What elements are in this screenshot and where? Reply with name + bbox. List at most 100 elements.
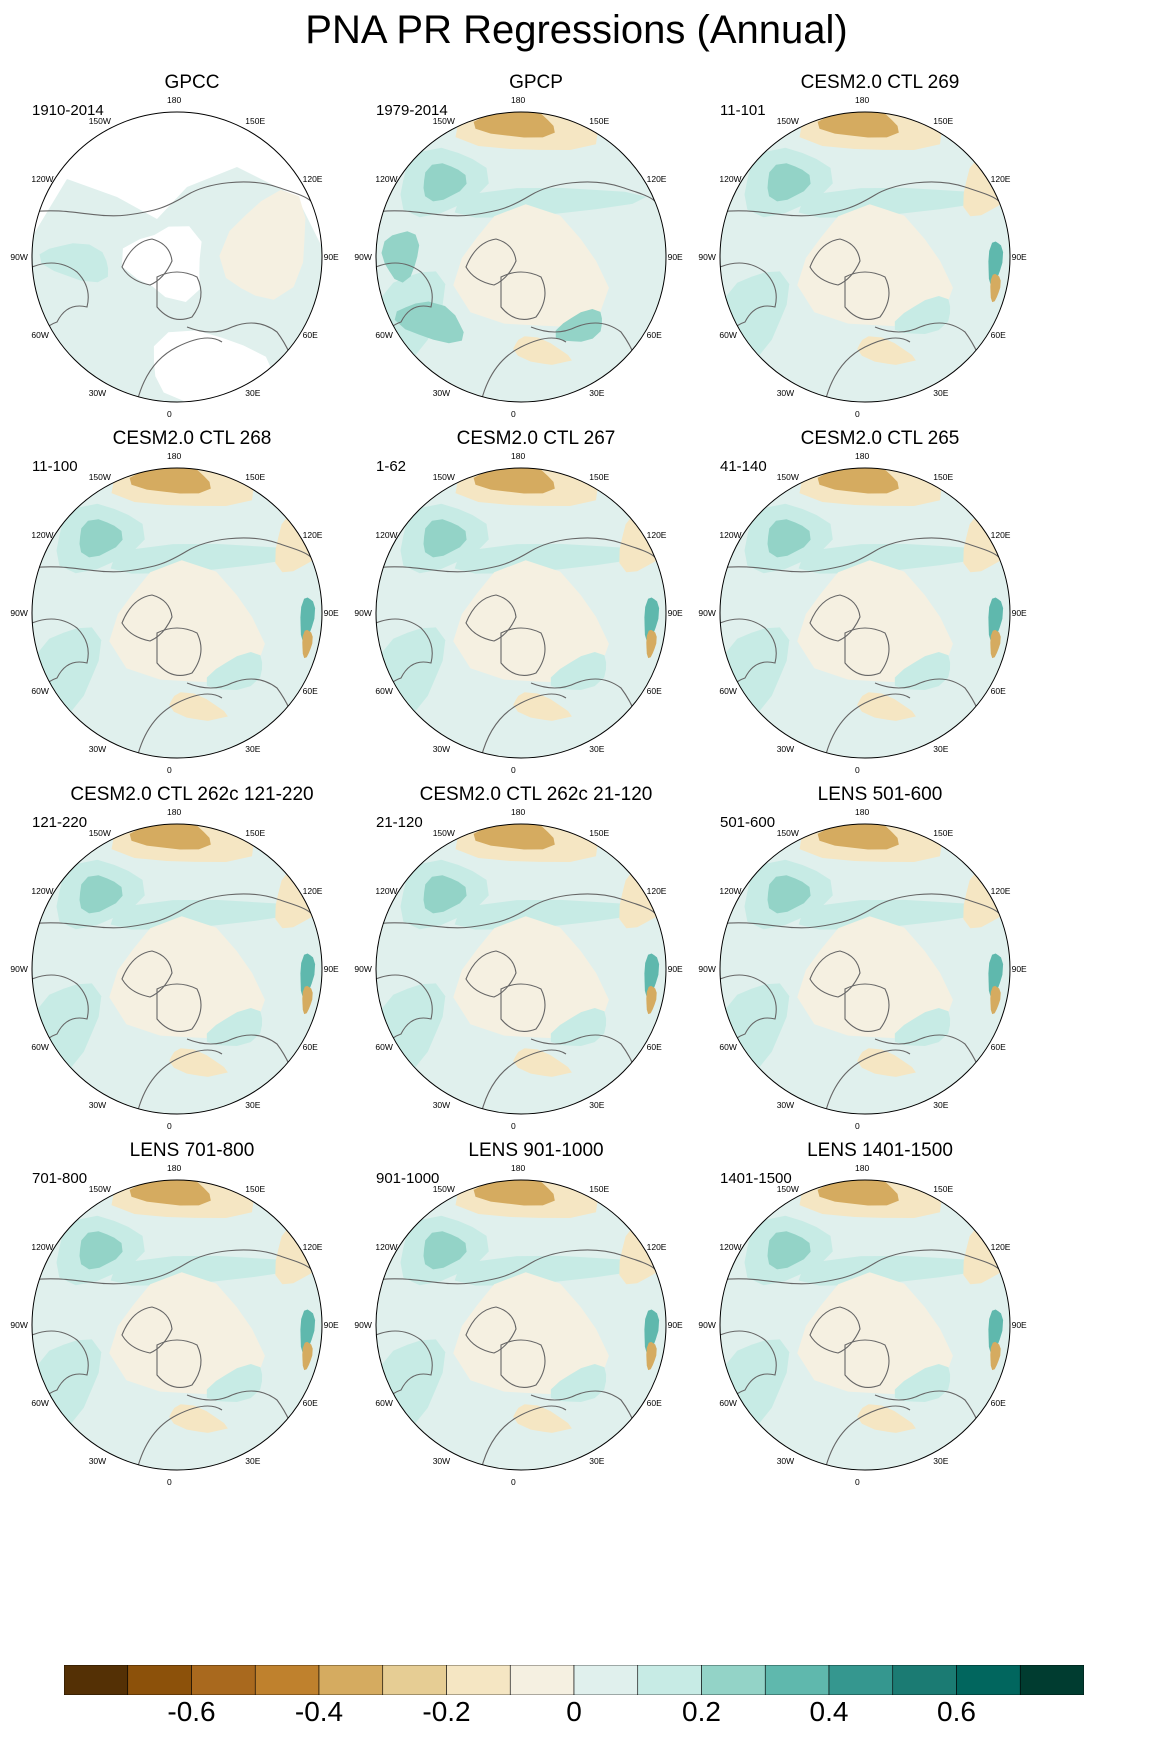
field-patch: [110, 1255, 303, 1286]
panel-period: 1-62: [376, 458, 407, 475]
figure-title: PNA PR Regressions (Annual): [305, 8, 848, 52]
field-patch: [844, 352, 983, 399]
field-patch: [646, 1341, 657, 1371]
field-patch: [990, 629, 1001, 659]
longitude-label: 30W: [88, 387, 107, 398]
map-panel: CESM2.0 CTL 267 180 150E 120E 90E 60E 30E 0 30W 6…: [344, 428, 728, 823]
field-patch: [817, 112, 899, 138]
longitude-label: 90E: [667, 1320, 683, 1330]
colorbar-bin: [509, 1665, 575, 1695]
field-patch: [454, 543, 647, 574]
map-panels: GPCC 180 150E 120E 90E 60E 30E 0 30W 60W 90W 120W 15…: [10, 72, 1072, 1487]
longitude-label: 90E: [667, 608, 683, 618]
field-patch: [302, 985, 313, 1015]
field-patch: [646, 985, 657, 1015]
field-patch: [767, 1231, 811, 1270]
map-border: [31, 1179, 323, 1471]
field-patch: [894, 1008, 951, 1046]
longitude-label: 30E: [589, 1455, 605, 1466]
map-panel: CESM2.0 CTL 269 180 150E 120E 90E 60E 30E 0 30W 6…: [688, 72, 1072, 467]
field-patch: [894, 296, 951, 334]
colorbar-tick-label: -0.6: [167, 1696, 216, 1727]
longitude-label: 30W: [776, 743, 795, 754]
panel-period: 1979-2014: [376, 102, 448, 119]
longitude-label: 150W: [88, 472, 111, 483]
panel-period: 701-800: [32, 1170, 88, 1187]
longitude-label: 30W: [432, 1455, 451, 1466]
longitude-label: 90E: [667, 252, 683, 262]
longitude-label: 60W: [375, 1398, 393, 1409]
longitude-label: 30W: [432, 743, 451, 754]
longitude-label: 90W: [354, 1320, 372, 1330]
colorbar-bin: [318, 1665, 384, 1695]
longitude-label: 120E: [990, 885, 1011, 896]
colorbar-bin: [127, 1665, 192, 1695]
colorbar-tick-label: 0.2: [682, 1696, 721, 1727]
longitude-label: 60W: [31, 330, 49, 341]
field-patch: [423, 519, 467, 558]
longitude-label: 150E: [589, 828, 610, 839]
longitude-label: 90W: [354, 608, 372, 618]
colorbar-bin: [828, 1665, 894, 1695]
longitude-label: 0: [511, 408, 516, 419]
longitude-label: 30W: [88, 1099, 107, 1110]
longitude-label: 90E: [1011, 964, 1027, 974]
panel-title: LENS 1401-1500: [807, 1140, 953, 1161]
panel-title: CESM2.0 CTL 269: [800, 72, 960, 93]
longitude-label: 180: [167, 95, 182, 106]
polar-map: [375, 111, 667, 403]
panel-title: LENS 501-600: [817, 784, 943, 805]
longitude-label: 150W: [776, 828, 799, 839]
longitude-label: 120W: [375, 173, 398, 184]
longitude-label: 150W: [88, 116, 111, 127]
field-patch: [644, 597, 660, 642]
field-patch: [423, 875, 467, 914]
field-patch: [300, 1309, 316, 1354]
longitude-label: 120W: [719, 173, 742, 184]
colorbar-bin: [956, 1665, 1021, 1695]
no-data-region: [121, 226, 202, 302]
longitude-label: 150W: [432, 1184, 455, 1195]
panel-period: 1401-1500: [720, 1170, 792, 1187]
longitude-label: 30E: [933, 1455, 949, 1466]
panel-period: 21-120: [376, 814, 423, 831]
longitude-label: 90E: [323, 252, 339, 262]
polar-map: [719, 467, 1011, 759]
longitude-label: 60W: [375, 1042, 393, 1053]
panel-period: 1910-2014: [32, 102, 104, 119]
field-patch: [646, 629, 657, 659]
longitude-label: 60W: [31, 686, 49, 697]
longitude-label: 150W: [432, 116, 455, 127]
field-patch: [767, 875, 811, 914]
longitude-label: 30E: [245, 1455, 261, 1466]
longitude-label: 30E: [245, 387, 261, 398]
longitude-label: 150W: [776, 472, 799, 483]
longitude-label: 120E: [302, 173, 323, 184]
field-patch: [454, 1255, 647, 1286]
field-patch: [109, 560, 265, 683]
field-patch: [798, 187, 991, 218]
map-border: [375, 823, 667, 1115]
longitude-label: 0: [167, 764, 172, 775]
colorbar-bin: [637, 1665, 702, 1695]
longitude-label: 0: [855, 408, 860, 419]
field-patch: [39, 243, 109, 283]
longitude-label: 60E: [646, 686, 662, 697]
panel-title: CESM2.0 CTL 265: [800, 428, 960, 449]
colorbar-tick-label: 0.4: [809, 1696, 849, 1727]
longitude-label: 150E: [245, 828, 266, 839]
field-patch: [844, 1064, 983, 1111]
coastlines: [32, 537, 322, 758]
map-panel: CESM2.0 CTL 262c 21-120 180 150E 120E 90E 60E…: [344, 784, 728, 1179]
longitude-label: 90W: [698, 608, 716, 618]
longitude-label: 30W: [88, 743, 107, 754]
polar-map: [375, 823, 667, 1115]
field-patch: [797, 204, 953, 327]
field-patch: [644, 953, 660, 998]
longitude-label: 30E: [933, 1099, 949, 1110]
field-patch: [110, 899, 303, 930]
longitude-label: 90W: [10, 964, 28, 974]
longitude-label: 120E: [646, 529, 667, 540]
field-patch: [817, 824, 899, 850]
colorbar-bin: [254, 1665, 320, 1695]
